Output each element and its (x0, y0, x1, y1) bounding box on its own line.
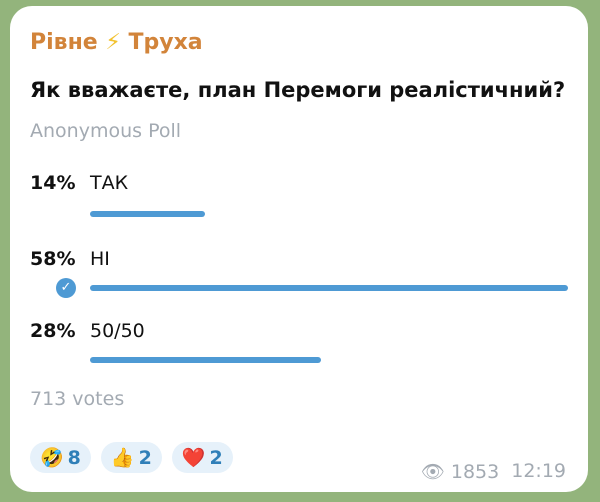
eye-icon: 👁 (420, 461, 445, 483)
option-bar (90, 285, 568, 291)
laughing-emoji-icon: 🤣 (40, 447, 64, 469)
reaction-thumbs-up[interactable]: 👍 2 (100, 442, 162, 473)
check-icon: ✓ (56, 278, 76, 298)
channel-name[interactable]: Рівне ⚡ Труха (30, 30, 203, 55)
thumbs-up-icon: 👍 (110, 447, 135, 469)
vote-count: 713 votes (30, 388, 125, 410)
option-label: ТАК (90, 172, 129, 194)
option-label: 50/50 (90, 320, 145, 342)
option-percent: 28% (30, 320, 76, 342)
reaction-count: 2 (209, 446, 223, 469)
message-bubble: Рівне ⚡ Труха Як вважаєте, план Перемоги… (10, 6, 588, 492)
reaction-heart[interactable]: ❤️ 2 (171, 442, 233, 473)
reaction-count: 8 (67, 446, 81, 469)
reaction-laugh[interactable]: 🤣 8 (30, 442, 91, 473)
option-percent: 58% (30, 248, 76, 270)
poll-type: Anonymous Poll (30, 120, 182, 142)
lightning-icon: ⚡ (105, 30, 121, 55)
channel-name-left: Рівне (30, 30, 98, 55)
channel-name-right: Труха (128, 30, 203, 55)
timestamp: 12:19 (511, 460, 566, 482)
option-percent: 14% (30, 172, 76, 194)
view-count: 1853 (450, 461, 500, 483)
message-meta: 👁 1853 12:19 (421, 460, 566, 483)
reaction-count: 2 (138, 446, 152, 469)
option-label: НІ (90, 248, 110, 270)
reactions: 🤣 8 👍 2 ❤️ 2 (30, 442, 233, 473)
views: 👁 1853 (421, 460, 500, 483)
poll-question: Як вважаєте, план Перемоги реалістичний? (30, 78, 566, 102)
heart-icon: ❤️ (181, 447, 206, 469)
option-bar (90, 357, 321, 363)
option-bar (90, 211, 206, 217)
